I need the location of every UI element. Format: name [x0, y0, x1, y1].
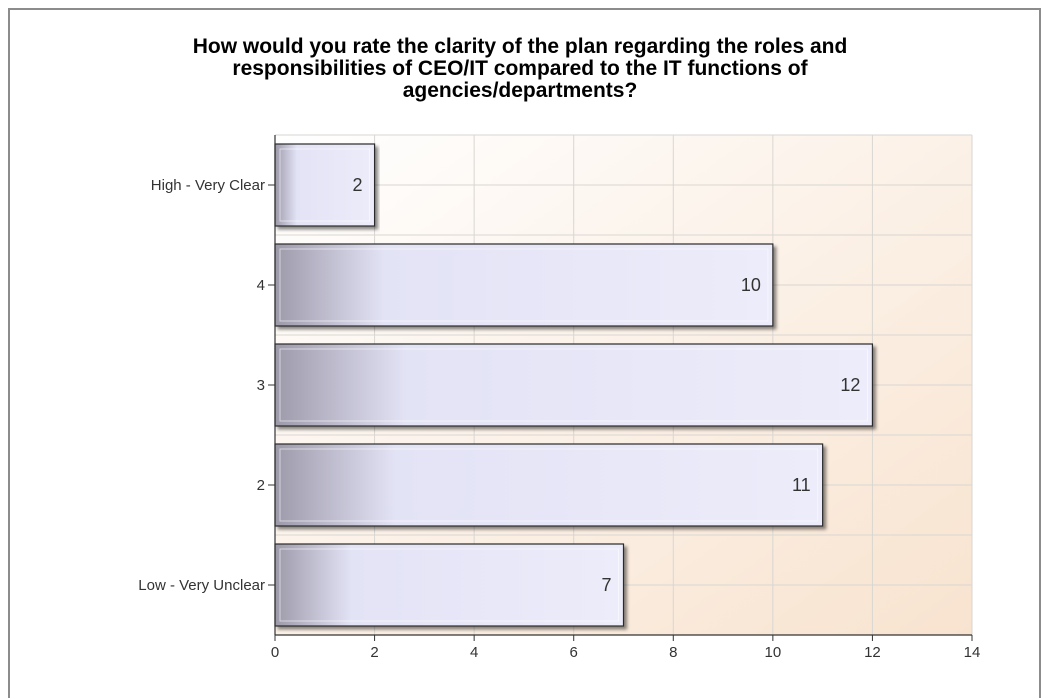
bar — [274, 143, 376, 227]
chart-title-line-3: agencies/departments? — [402, 79, 638, 102]
y-tick-label: 4 — [257, 277, 265, 294]
bar-bevel — [279, 548, 619, 622]
y-tick-label: High - Very Clear — [151, 177, 265, 194]
chart-title-line-2: responsibilities of CEO/IT compared to t… — [232, 57, 808, 80]
bar-bevel — [279, 348, 868, 422]
chart-title-line-1: How would you rate the clarity of the pl… — [192, 35, 848, 58]
bar-value-label: 12 — [840, 375, 860, 395]
bar — [274, 443, 824, 527]
bar — [274, 543, 625, 627]
bar-bevel — [279, 148, 371, 222]
bar-bevel — [279, 448, 819, 522]
bars: 2 10 12 11 7 — [274, 143, 874, 627]
bar-value-label: 7 — [601, 575, 611, 595]
y-tick-label: 2 — [257, 477, 265, 494]
x-tick-label: 6 — [570, 644, 578, 661]
x-tick-label: 12 — [864, 644, 881, 661]
x-axis-ticks: 0 2 4 6 8 10 12 14 — [271, 635, 981, 661]
bar-value-label: 10 — [741, 275, 761, 295]
x-tick-label: 2 — [370, 644, 378, 661]
x-tick-label: 14 — [964, 644, 981, 661]
x-tick-label: 10 — [765, 644, 782, 661]
bar-bevel — [279, 248, 769, 322]
x-tick-label: 0 — [271, 644, 279, 661]
y-tick-label: Low - Very Unclear — [138, 577, 265, 594]
bar — [274, 243, 774, 327]
y-tick-label: 3 — [257, 377, 265, 394]
y-axis-ticks: High - Very Clear 4 3 2 Low - Very Unclear — [138, 177, 275, 594]
x-tick-label: 8 — [669, 644, 677, 661]
bar-value-label: 2 — [353, 175, 363, 195]
bar — [274, 343, 874, 427]
bar-value-label: 11 — [792, 475, 811, 495]
x-tick-label: 4 — [470, 644, 478, 661]
chart-title: How would you rate the clarity of the pl… — [120, 36, 920, 102]
